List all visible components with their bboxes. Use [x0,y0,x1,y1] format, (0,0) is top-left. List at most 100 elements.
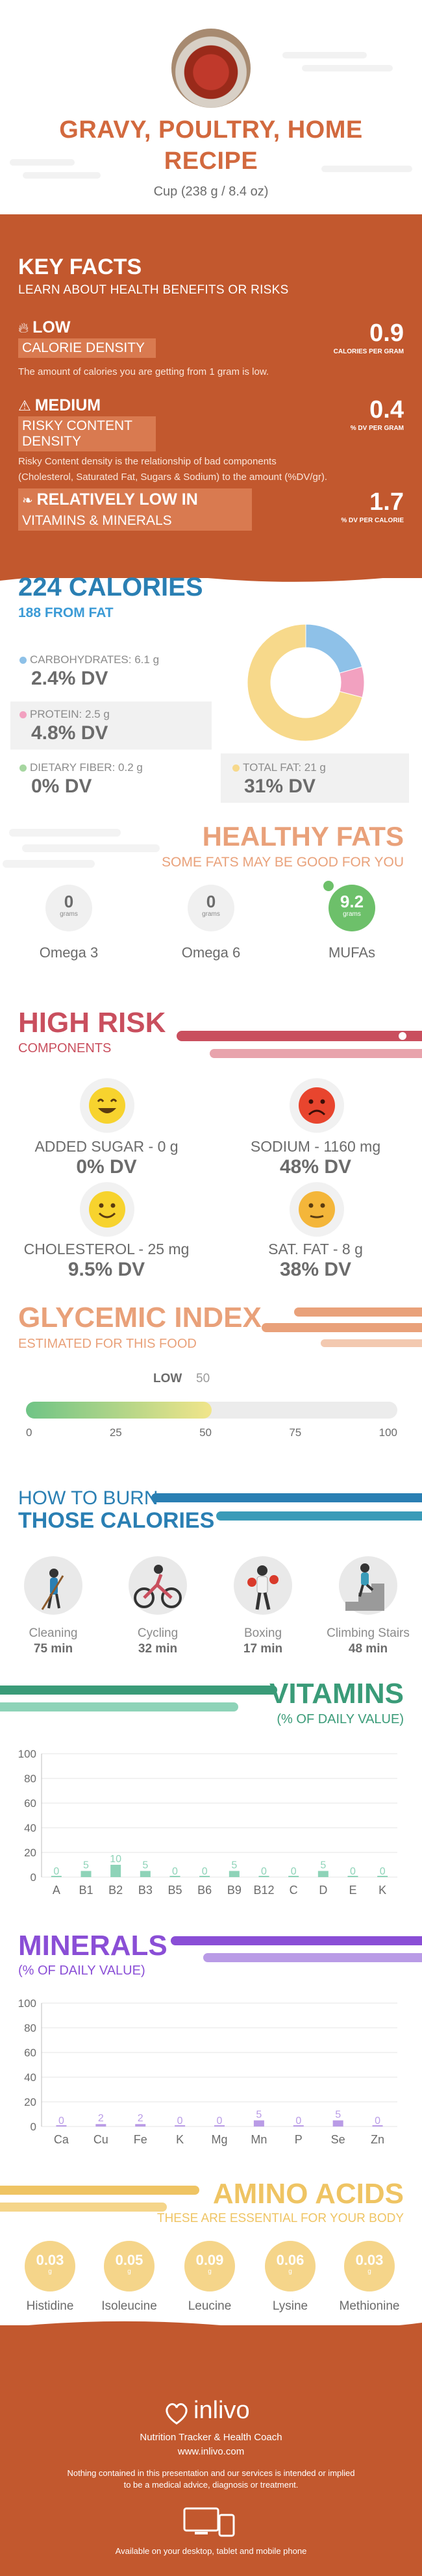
donut-slice-total-fat [247,624,363,742]
protein-dot [19,711,27,719]
vitamins-bar-b2 [110,1865,121,1877]
nutrient-fat [221,753,409,803]
minerals-value-label: 0 [295,2115,301,2127]
key-facts-wave-bottom [0,565,422,582]
food-photo [171,29,251,108]
vitamins-bar-chart: 0 20 40 60 80 100 0 A 5 B1 10 B2 5 B3 0 B5 0 B6 5 B9 0 B12 0 C 5… [18,1748,397,1897]
risky-density-value: 0.4 [369,396,404,423]
glycemic-title: GLYCEMIC INDEX [18,1302,262,1333]
vitamins-density-item: ❧ RELATIVELY LOW IN VITAMINS & MINERALS [18,488,252,531]
minerals-y-tick: 60 [24,2047,36,2059]
cholesterol-label: CHOLESTEROL - 25 mg [23,1241,190,1257]
mufa-label: MUFAs [328,944,376,961]
vitamins-density-value: 1.7 [369,488,404,516]
footer-disclaimer-1: Nothing contained in this presentation a… [67,2468,355,2478]
vitamins-bar-a [51,1876,62,1877]
minerals-bar-k [175,2125,186,2127]
vitamins-decoration [0,1686,277,1711]
stairs-label: Climbing Stairs [327,1626,410,1640]
vitamins-value-label: 10 [110,1854,121,1865]
heart-logo-icon [166,2403,188,2425]
vitamins-y-tick: 40 [24,1822,36,1834]
nutrient-carbs-name: CARBOHYDRATES: 6.1 g [19,653,159,666]
amino-circle-lysine: 0.06 g [265,2241,316,2292]
minerals-x-tick: Mn [251,2133,267,2146]
key-facts-title: KEY FACTS [18,255,142,279]
minerals-bar-mn [253,2120,264,2127]
nutrient-protein-name: PROTEIN: 2.5 g [19,708,110,721]
neutral-face-icon [299,1191,335,1228]
glycemic-scale: 0 25 50 75 100 [26,1426,397,1439]
vitamins-x-tick: A [53,1884,60,1897]
vitamins-value-label: 0 [380,1866,386,1877]
mufa-bubble [323,881,334,891]
glycemic-fill [26,1402,212,1419]
vitamins-value-label: 5 [231,1860,237,1871]
risky-density-unit: % DV PER GRAM [350,425,404,432]
vitamins-x-tick: D [319,1884,327,1897]
footer-brand: inlivo [193,2397,250,2424]
amino-unit: g [208,2268,212,2275]
carbs-dot [19,657,27,664]
vitamins-value-label: 0 [261,1866,267,1877]
burn-title-1: HOW TO BURN [18,1487,158,1509]
vitamins-value-label: 0 [53,1866,59,1877]
footer-tagline: Nutrition Tracker & Health Coach [140,2432,282,2443]
amino-title: AMINO ACIDS [212,2178,404,2210]
amino-circle-methionine: 0.03 g [344,2241,395,2292]
happy-face-icon [89,1087,125,1124]
healthy-fats-decoration [3,829,160,868]
cycling-time: 32 min [138,1642,178,1656]
devices-icon [183,2507,235,2537]
vitamins-density-unit: % DV PER CALORIE [341,517,404,524]
risky-density-item: ⚠︎ MEDIUM RISKY CONTENT DENSITY Risky Co… [18,396,327,485]
vitamins-subtitle: (% OF DAILY VALUE) [277,1712,404,1726]
minerals-bar-cu [95,2124,106,2127]
minerals-title: MINERALS [18,1930,168,1962]
calorie-density-unit: CALORIES PER GRAM [333,348,404,355]
minerals-x-tick: P [295,2133,303,2146]
vitamins-bar-b12 [258,1876,269,1877]
minerals-bar-mg [214,2125,225,2127]
minerals-value-label: 0 [375,2115,380,2127]
vitamins-bar-e [347,1876,358,1877]
sodium-label: SODIUM - 1160 mg [250,1138,381,1155]
key-facts-subtitle: LEARN ABOUT HEALTH BENEFITS OR RISKS [18,283,289,297]
amino-value: 0.06 [276,2252,304,2268]
vitamins-value-label: 0 [172,1866,178,1877]
footer-url[interactable]: www.inlivo.com [177,2446,245,2457]
high-risk-decoration [177,1031,422,1058]
minerals-y-tick: 100 [18,1997,36,2010]
footer-available: Available on your desktop, tablet and mo… [115,2546,307,2556]
glycemic-subtitle: ESTIMATED FOR THIS FOOD [18,1337,197,1351]
minerals-bar-chart: 0 20 40 60 80 100 0 Ca 2 Cu 2 Fe 0 K 0 Mg 5 Mn 0 P 5 Se 0 Zn [18,1997,397,2146]
omega6-circle: 0 grams [188,885,234,931]
boxing-time: 17 min [243,1642,283,1656]
minerals-y-tick: 80 [24,2022,36,2034]
cycling-label: Cycling [137,1626,179,1640]
vitamins-x-tick: C [290,1884,298,1897]
flame-icon: 🔥︎ [18,319,29,336]
vitamins-y-tick: 0 [31,1871,36,1884]
calorie-density-desc: The amount of calories you are getting f… [18,366,269,377]
amino-circle-isoleucine: 0.05 g [104,2241,155,2292]
calorie-density-value: 0.9 [369,320,404,347]
burn-title-2: THOSE CALORIES [18,1508,215,1533]
minerals-value-label: 0 [58,2115,64,2127]
minerals-subtitle: (% OF DAILY VALUE) [18,1964,145,1978]
minerals-value-label: 2 [98,2113,104,2124]
vitamins-value-label: 0 [202,1866,208,1877]
minerals-decoration [171,1936,422,1962]
omega6-label: Omega 6 [181,944,241,961]
glycemic-tick: 100 [379,1426,397,1439]
healthy-fats-subtitle: SOME FATS MAY BE GOOD FOR YOU [161,855,404,870]
key-facts-wave-top [0,216,422,233]
added-sugar-dv: 0% DV [76,1156,137,1178]
vitamins-bar-d [317,1871,329,1877]
donut-slice-carbohydrates [305,624,363,674]
minerals-value-label: 5 [335,2110,341,2121]
calorie-density-item: 🔥︎ LOW CALORIE DENSITY The amount of cal… [18,318,269,380]
omega3-label: Omega 3 [39,944,99,961]
boxing-icon [234,1556,292,1615]
minerals-bar-se [332,2120,343,2127]
